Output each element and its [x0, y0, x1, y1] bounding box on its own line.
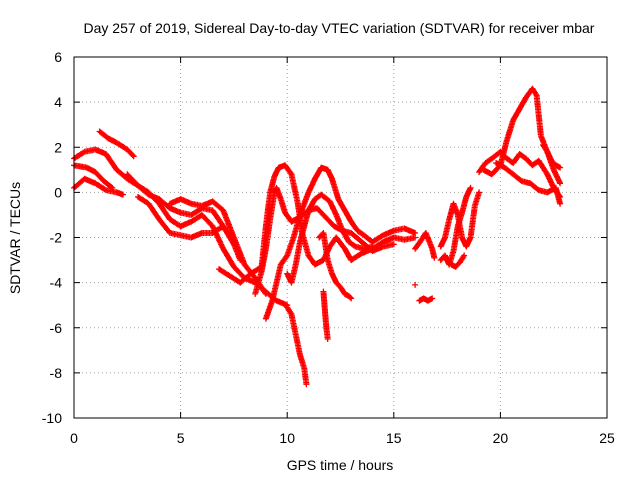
y-tick-label: -8: [50, 365, 63, 381]
y-tick-label: 2: [54, 139, 62, 155]
y-tick-label: 6: [54, 49, 62, 65]
y-tick-label: -4: [50, 275, 63, 291]
series-track-12: [284, 191, 376, 286]
x-tick-label: 25: [599, 430, 615, 446]
x-tick-label: 5: [177, 430, 185, 446]
series-marks-track-7: [166, 196, 269, 297]
y-axis-label: SDTVAR / TECUs: [7, 182, 23, 294]
x-tick-label: 15: [386, 430, 402, 446]
series-marks-track-20: [437, 184, 474, 268]
series-track-20: [437, 184, 474, 268]
y-tick-label: -2: [50, 230, 63, 246]
marks-layer: [71, 85, 564, 388]
x-tick-label: 20: [493, 430, 509, 446]
series-track-4: [96, 128, 137, 160]
series-track-17: [412, 230, 438, 261]
y-tick-label: -6: [50, 320, 63, 336]
series-marks-track-11: [284, 304, 310, 388]
series-marks-track-23: [493, 160, 564, 207]
series-marks-track-17: [412, 230, 438, 261]
series-track-7: [166, 196, 269, 297]
series-track-5: [124, 171, 227, 230]
grid-layer: [74, 57, 607, 418]
series-track-13: [316, 230, 355, 302]
series-marks-track-16: [416, 295, 436, 304]
series-marks-track-4: [96, 128, 137, 160]
series-marks-track-5: [124, 171, 227, 230]
series-track-11: [284, 304, 310, 388]
series-track-24: [540, 142, 564, 171]
series-marks-track-13: [316, 230, 355, 302]
x-tick-label: 10: [279, 430, 295, 446]
x-axis-label: GPS time / hours: [287, 457, 394, 473]
y-tick-label: -10: [42, 410, 62, 426]
series-marks-track-12: [284, 191, 376, 286]
plot-frame: [73, 56, 608, 419]
series-track-15: [412, 281, 419, 288]
series-marks-track-24: [540, 142, 564, 171]
y-tick-label: 0: [54, 184, 62, 200]
chart-title: Day 257 of 2019, Sidereal Day-to-day VTE…: [84, 20, 595, 36]
series-marks-track-10: [262, 164, 419, 322]
series-track-10: [262, 164, 419, 322]
series-track-16: [416, 295, 436, 304]
x-tick-label: 0: [70, 430, 78, 446]
series-marks-track-14: [320, 288, 331, 342]
series-track-23: [493, 160, 564, 207]
y-tick-label: 4: [54, 94, 62, 110]
series-marks-track-15: [412, 281, 419, 288]
series-track-14: [320, 288, 331, 342]
